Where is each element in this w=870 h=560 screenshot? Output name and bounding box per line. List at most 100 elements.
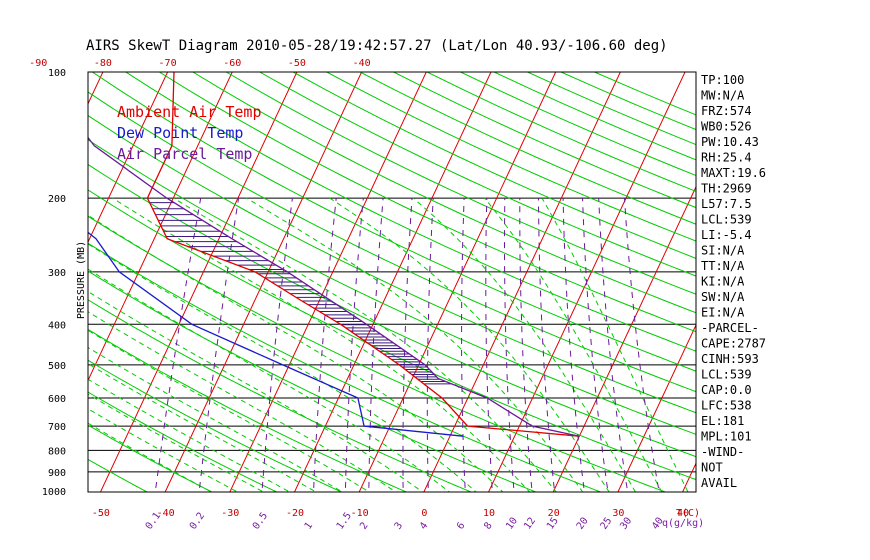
moist-adiabat: [88, 268, 451, 492]
series-dew-point-temp: [88, 231, 463, 437]
index-entry: EL:181: [701, 414, 744, 428]
mixing-ratio-line: [537, 198, 556, 492]
index-entry: NOT: [701, 461, 723, 475]
mixing-ratio-tick-label: 0.5: [251, 511, 270, 532]
pressure-tick-label: 200: [48, 194, 66, 205]
dry-adiabat: [88, 424, 214, 492]
index-entry: SI:N/A: [701, 244, 745, 258]
mixing-ratio-line: [562, 198, 585, 492]
dry-adiabat: [88, 189, 696, 481]
mixing-ratio-tick-label: 3: [393, 520, 405, 531]
index-entry: LCL:539: [701, 368, 752, 382]
temperature-tick-label: -50: [92, 508, 110, 519]
dry-adiabat: [88, 359, 343, 492]
dry-adiabat: [88, 458, 149, 492]
index-entry: AVAIL: [701, 476, 737, 490]
mixing-ratio-line: [261, 198, 293, 492]
index-entry: MPL:101: [701, 430, 752, 444]
mixing-ratio-line: [485, 198, 493, 492]
chart-title: AIRS SkewT Diagram 2010-05-28/19:42:57.2…: [86, 38, 668, 54]
dry-adiabat: [426, 72, 696, 192]
moist-adiabat: [541, 197, 689, 492]
sounding-profiles: [88, 72, 580, 437]
mixing-ratio-tick-label: 4: [418, 520, 430, 531]
mixing-ratio-tick-label: 10: [504, 516, 520, 532]
legend-entry: Dew Point Temp: [117, 124, 243, 142]
moist-adiabat: [484, 197, 663, 492]
pressure-ticks: 100 200 300 400 500 600 700 800 900 1000: [42, 68, 66, 498]
moist-adiabat: [88, 378, 291, 492]
mixing-ratio-line: [582, 198, 609, 492]
isotherm-line: [552, 185, 696, 492]
mixing-ratio-tick-label: 2: [358, 520, 370, 531]
moist-adiabat: [173, 197, 557, 492]
moist-adiabat: [88, 346, 344, 492]
moist-adiabat: [112, 197, 531, 492]
dry-adiabat: [326, 72, 696, 242]
index-entry: -WIND-: [701, 445, 744, 459]
mixing-ratio-line: [519, 198, 533, 492]
mixing-ratio-line: [426, 198, 434, 492]
pressure-tick-label: 400: [48, 320, 66, 331]
grid-layer: [88, 72, 870, 500]
dry-adiabat: [88, 328, 408, 492]
isotherm-line: [423, 72, 621, 492]
index-entry: WB0:526: [701, 120, 752, 134]
mixing-ratio-tick-label: 8: [482, 520, 494, 531]
index-entry: TH:2969: [701, 182, 752, 196]
top-temperature-ticks: -120-110-100-90-80-70-60-50-40: [29, 58, 370, 69]
isotherm-line: [88, 72, 169, 244]
mixing-ratio-unit-label: q(g/kg): [662, 518, 704, 529]
mixing-ratio-tick-label: 0.2: [188, 511, 207, 532]
temperature-tick-label: -40: [157, 508, 175, 519]
isotherm-line: [744, 72, 870, 500]
dry-adiabat: [493, 72, 696, 161]
pressure-tick-label: 700: [48, 422, 66, 433]
isotherm-line: [617, 323, 696, 492]
temperature-tick-label: -20: [286, 508, 304, 519]
moist-adiabat: [88, 393, 265, 492]
dry-adiabat: [88, 163, 696, 458]
index-entry: CAP:0.0: [701, 383, 752, 397]
dry-adiabat: [259, 72, 696, 277]
mixing-ratio-tick-label: 1: [303, 520, 315, 531]
isotherm-line: [99, 72, 298, 492]
mixing-ratio-line: [504, 198, 515, 492]
index-entry: PW:10.43: [701, 135, 759, 149]
moist-adiabat: [88, 243, 477, 492]
pressure-tick-label: 500: [48, 361, 66, 372]
index-entry: EI:N/A: [701, 306, 745, 320]
mixing-ratio-line: [598, 198, 629, 492]
dry-adiabat: [88, 215, 667, 492]
dry-adiabat: [88, 391, 278, 492]
mixing-ratio-line: [344, 198, 364, 492]
index-entry: MAXT:19.6: [701, 166, 766, 180]
mixing-ratio-line: [198, 198, 240, 492]
index-entry: KI:N/A: [701, 275, 745, 289]
mixing-ratio-tick-label: 12: [522, 516, 538, 532]
index-entry: FRZ:574: [701, 104, 752, 118]
isotherm-line: [164, 72, 363, 492]
index-entry: TT:N/A: [701, 259, 745, 273]
index-entry: LCL:539: [701, 213, 752, 227]
top-temperature-tick-label: -50: [288, 58, 306, 69]
mixing-ratio-tick-label: 6: [455, 520, 467, 531]
series-air-parcel-temp: [88, 136, 580, 437]
temperature-tick-label: 10: [483, 508, 495, 519]
legend: Ambient Air Temp Dew Point Temp Air Parcel…: [117, 103, 262, 163]
index-entry: MW:N/A: [701, 89, 745, 103]
temperature-tick-label: 0: [421, 508, 427, 519]
index-entry: -PARCEL-: [701, 321, 759, 335]
dry-adiabat: [88, 91, 696, 393]
index-entry: SW:N/A: [701, 290, 745, 304]
pressure-tick-label: 100: [48, 68, 66, 79]
dry-adiabat: [225, 72, 696, 295]
x-axis-unit-label: T(C): [676, 508, 700, 519]
plot-frame: [87, 71, 697, 493]
legend-entry: Ambient Air Temp: [117, 103, 262, 121]
index-entry: L57:7.5: [701, 197, 752, 211]
mixing-ratio-line: [368, 198, 384, 492]
moist-adiabat: [88, 408, 239, 492]
mixing-ratio-tick-label: 20: [575, 516, 591, 532]
